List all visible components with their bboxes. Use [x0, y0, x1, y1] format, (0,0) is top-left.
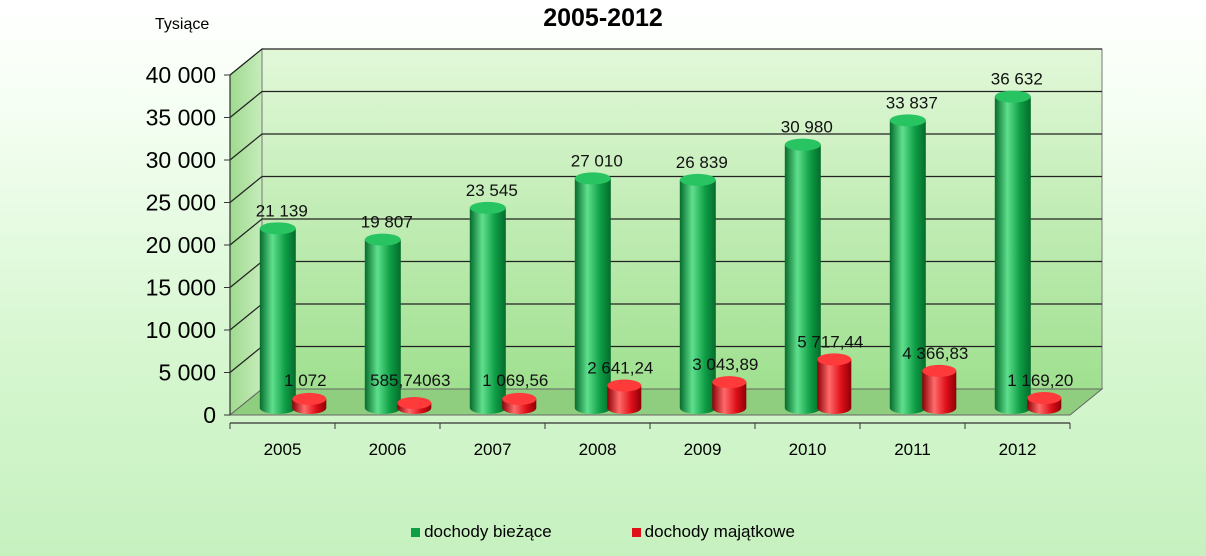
data-label-series-2: 585,74063: [370, 371, 450, 390]
data-label-series-1: 26 839: [676, 153, 728, 172]
data-label-series-1: 27 010: [571, 151, 623, 170]
bar-series-1: [890, 114, 926, 414]
data-label-series-2: 3 043,89: [692, 355, 758, 374]
data-label-series-1: 33 837: [886, 93, 938, 112]
data-label-series-2: 5 717,44: [797, 332, 863, 351]
data-label-series-1: 23 545: [466, 181, 518, 200]
y-tick-label: 35 000: [146, 105, 216, 131]
x-tick-label: 2009: [684, 440, 722, 459]
bar-series-2: [397, 397, 431, 414]
data-label-series-2: 1 069,56: [482, 371, 548, 390]
y-tick-label: 10 000: [146, 317, 216, 343]
data-label-series-1: 21 139: [256, 201, 308, 220]
bar-series-1: [995, 91, 1031, 414]
data-label-series-1: 36 632: [991, 70, 1043, 89]
legend-item-series-2: dochody majątkowe: [632, 522, 795, 542]
y-tick-label: 0: [203, 402, 216, 428]
data-label-series-1: 19 807: [361, 213, 413, 232]
bar-series-1: [680, 174, 716, 414]
bar-series-1: [575, 172, 611, 414]
bar-series-2: [292, 393, 326, 414]
data-label-series-2: 4 366,83: [902, 344, 968, 363]
x-tick-label: 2006: [369, 440, 407, 459]
x-tick-label: 2008: [579, 440, 617, 459]
y-tick-label: 15 000: [146, 275, 216, 301]
bar-series-2: [817, 353, 851, 414]
data-label-series-2: 1 169,20: [1007, 371, 1073, 390]
x-tick-label: 2012: [999, 440, 1037, 459]
legend-swatch-series-1: [411, 528, 420, 537]
x-tick-label: 2005: [264, 440, 302, 459]
legend-label-series-1: dochody bieżące: [424, 522, 552, 542]
data-label-series-2: 1 072: [284, 371, 327, 390]
x-tick-label: 2010: [789, 440, 827, 459]
y-tick-label: 5 000: [158, 360, 216, 386]
y-tick-label: 25 000: [146, 190, 216, 216]
bar-series-2: [607, 380, 641, 414]
y-tick-label: 20 000: [146, 232, 216, 258]
data-label-series-2: 2 641,24: [587, 359, 653, 378]
bar-series-2: [712, 376, 746, 414]
floor: [230, 389, 1102, 415]
x-tick-label: 2007: [474, 440, 512, 459]
legend: dochody bieżące dochody majątkowe: [0, 522, 1206, 542]
y-tick-label: 40 000: [146, 62, 216, 88]
legend-swatch-series-2: [632, 528, 641, 537]
bar-series-2: [502, 393, 536, 414]
bar-series-1: [785, 139, 821, 414]
y-tick-label: 30 000: [146, 147, 216, 173]
legend-item-series-1: dochody bieżące: [411, 522, 552, 542]
bar-series-2: [1027, 392, 1061, 414]
bar-series-2: [922, 365, 956, 414]
x-tick-label: 2011: [894, 440, 931, 459]
legend-label-series-2: dochody majątkowe: [645, 522, 795, 542]
data-label-series-1: 30 980: [781, 118, 833, 137]
